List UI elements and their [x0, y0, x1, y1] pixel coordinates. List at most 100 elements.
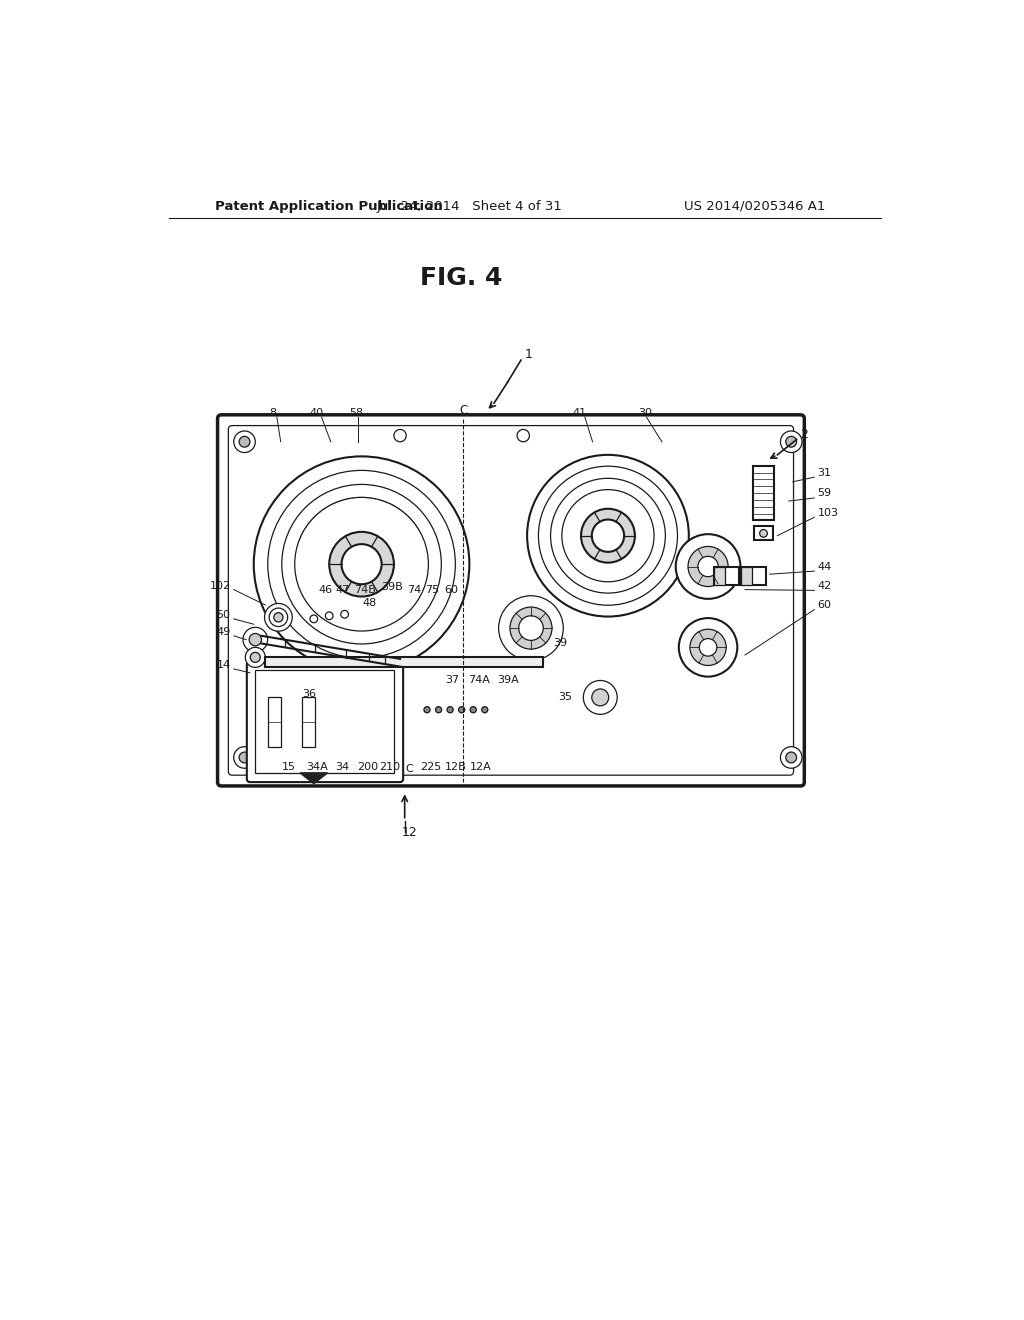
Text: 12B: 12B: [444, 762, 466, 772]
Text: 44: 44: [817, 561, 831, 572]
Circle shape: [690, 630, 726, 665]
Text: 37: 37: [445, 676, 460, 685]
Circle shape: [510, 607, 552, 649]
Bar: [741, 566, 752, 585]
Text: 36: 36: [302, 689, 316, 698]
Circle shape: [310, 615, 317, 623]
Text: 8: 8: [269, 408, 276, 417]
Circle shape: [679, 618, 737, 677]
Circle shape: [470, 706, 476, 713]
Text: C: C: [459, 404, 467, 417]
Circle shape: [519, 616, 544, 640]
Text: 30: 30: [638, 408, 652, 417]
Text: 74: 74: [407, 585, 421, 594]
Circle shape: [459, 706, 465, 713]
Text: 200: 200: [357, 762, 378, 772]
Circle shape: [447, 706, 454, 713]
Text: US 2014/0205346 A1: US 2014/0205346 A1: [684, 199, 825, 213]
Text: 39A: 39A: [497, 676, 519, 685]
Text: 49: 49: [216, 627, 230, 638]
Circle shape: [233, 747, 255, 768]
Circle shape: [785, 752, 797, 763]
FancyBboxPatch shape: [217, 414, 804, 785]
Text: 48: 48: [362, 598, 377, 609]
Text: FIG. 4: FIG. 4: [421, 265, 503, 290]
Circle shape: [330, 532, 394, 597]
Text: C: C: [406, 764, 413, 774]
Circle shape: [273, 612, 283, 622]
Text: 74B: 74B: [354, 585, 377, 594]
Circle shape: [424, 706, 430, 713]
Circle shape: [249, 634, 261, 645]
Text: 34A: 34A: [306, 762, 328, 772]
Text: 39B: 39B: [382, 582, 403, 593]
Text: 103: 103: [817, 508, 839, 517]
Polygon shape: [300, 774, 328, 784]
Text: 40: 40: [310, 408, 324, 417]
Text: 14: 14: [216, 660, 230, 671]
Bar: [267, 697, 282, 747]
Bar: [714, 566, 739, 585]
Circle shape: [243, 627, 267, 652]
Circle shape: [676, 535, 740, 599]
Circle shape: [699, 639, 717, 656]
Circle shape: [760, 529, 767, 537]
Circle shape: [240, 752, 250, 763]
Circle shape: [394, 429, 407, 442]
Text: 47: 47: [335, 585, 349, 594]
Text: 225: 225: [420, 762, 441, 772]
Text: 50: 50: [217, 610, 230, 620]
Bar: [755, 527, 773, 540]
Circle shape: [254, 457, 469, 672]
Circle shape: [780, 430, 802, 453]
Text: 41: 41: [572, 408, 587, 417]
FancyBboxPatch shape: [247, 663, 403, 781]
Text: 102: 102: [210, 581, 230, 591]
Text: 1: 1: [524, 348, 532, 362]
Text: 42: 42: [817, 581, 831, 591]
Bar: [741, 566, 766, 585]
Bar: [255, 671, 394, 774]
Circle shape: [250, 652, 260, 663]
Circle shape: [592, 689, 608, 706]
Circle shape: [240, 437, 250, 447]
Circle shape: [341, 610, 348, 618]
Circle shape: [246, 647, 265, 668]
Bar: [753, 466, 774, 520]
Text: 60: 60: [817, 601, 831, 610]
Text: 31: 31: [817, 467, 831, 478]
Text: 34: 34: [335, 762, 349, 772]
Circle shape: [269, 609, 288, 627]
Text: 60: 60: [443, 585, 458, 594]
Text: 2: 2: [801, 428, 808, 441]
Text: 15: 15: [283, 762, 296, 772]
Circle shape: [527, 455, 689, 616]
Text: 35: 35: [558, 693, 571, 702]
Text: 74A: 74A: [468, 676, 489, 685]
Circle shape: [326, 612, 333, 619]
Circle shape: [517, 429, 529, 442]
Bar: [265, 657, 543, 667]
Circle shape: [233, 430, 255, 453]
Text: Patent Application Publication: Patent Application Publication: [215, 199, 443, 213]
Text: Jul. 24, 2014   Sheet 4 of 31: Jul. 24, 2014 Sheet 4 of 31: [377, 199, 562, 213]
Circle shape: [481, 706, 487, 713]
Circle shape: [785, 437, 797, 447]
Text: 12: 12: [401, 825, 417, 838]
Text: 210: 210: [379, 762, 399, 772]
Circle shape: [584, 681, 617, 714]
Circle shape: [592, 520, 625, 552]
Circle shape: [264, 603, 292, 631]
Circle shape: [342, 544, 382, 585]
Circle shape: [780, 747, 802, 768]
Circle shape: [499, 595, 563, 660]
Circle shape: [698, 556, 718, 577]
Text: 58: 58: [349, 408, 364, 417]
Circle shape: [688, 546, 728, 586]
Text: 59: 59: [817, 488, 831, 499]
Text: 75: 75: [425, 585, 439, 594]
Circle shape: [435, 706, 441, 713]
Text: 46: 46: [318, 585, 333, 594]
Bar: [301, 697, 315, 747]
Text: 39: 39: [553, 639, 567, 648]
